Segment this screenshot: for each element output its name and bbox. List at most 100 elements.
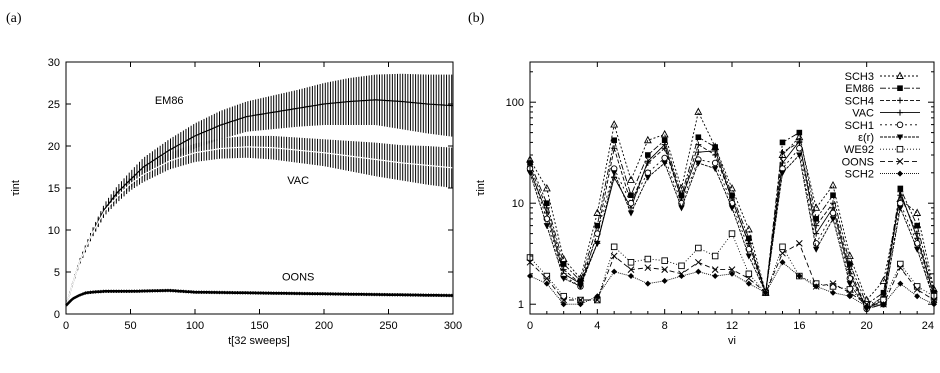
point-em86 [880, 289, 887, 296]
annotation-vac: VAC [287, 175, 309, 187]
series-line-we92 [529, 232, 935, 305]
point-we92 [779, 243, 786, 251]
point-oons [644, 264, 652, 272]
series-em86 [66, 73, 453, 303]
point-sch3 [677, 183, 686, 192]
point-em86 [847, 261, 853, 267]
point-sch2 [846, 293, 853, 300]
point-oons [610, 252, 618, 260]
point-oons [577, 296, 584, 304]
y-tick-label: 20 [48, 141, 60, 153]
chart-a-xlabel: t[32 sweeps] [228, 335, 290, 347]
point-em86 [914, 222, 920, 229]
point-r [560, 275, 567, 282]
point-em86 [897, 185, 904, 192]
legend-label: OONS [842, 156, 874, 168]
point-sch2 [577, 301, 584, 308]
point-em86 [611, 137, 617, 144]
point-sch2 [678, 273, 685, 280]
point-sch4 [611, 145, 618, 152]
point-sch1 [711, 159, 719, 167]
point-em86 [813, 216, 819, 222]
point-r [829, 216, 837, 223]
x-tick-label: 0 [527, 320, 533, 332]
series-line-oons [65, 289, 453, 307]
point-sch3 [845, 251, 854, 259]
legend-entry-vac: VAC [852, 108, 920, 120]
x-tick-label: 24 [922, 320, 934, 332]
point-em86 [628, 192, 634, 199]
point-oons [593, 296, 601, 304]
point-we92 [728, 230, 736, 237]
panel-label-a: (a) [6, 11, 22, 26]
point-r [678, 205, 685, 212]
chart-a-annotations: EM86 VAC OONS [155, 95, 315, 283]
point-oons [711, 266, 719, 273]
point-sch2 [745, 280, 752, 287]
point-em86 [661, 137, 668, 144]
series-sch4 [527, 139, 937, 312]
point-sch4 [779, 149, 786, 156]
point-sch2 [560, 301, 567, 308]
point-we92 [678, 262, 685, 270]
point-em86 [594, 222, 601, 229]
point-we92 [711, 252, 719, 260]
point-we92 [610, 243, 618, 251]
point-r [846, 281, 854, 288]
series-em86 [527, 129, 937, 308]
y-tick-label: 5 [54, 267, 60, 279]
point-legend-r [896, 134, 904, 141]
point-r [577, 283, 584, 290]
legend-label: SCH4 [845, 95, 874, 107]
point-sch2 [779, 259, 786, 266]
x-tick-label: 50 [124, 320, 136, 332]
point-r [661, 160, 668, 167]
point-vac [796, 138, 803, 145]
point-sch1 [644, 169, 652, 177]
point-oons [779, 249, 786, 257]
point-sch1 [661, 154, 668, 162]
point-sch2 [863, 303, 870, 310]
point-vac [695, 149, 702, 156]
point-em86 [544, 200, 550, 207]
point-legend-sch4 [897, 97, 903, 104]
point-sch3 [812, 203, 821, 211]
point-sch2 [628, 273, 634, 280]
x-tick-label: 12 [726, 320, 738, 332]
point-sch3 [643, 135, 652, 144]
legend-entry-we92: WE92 [844, 144, 920, 156]
y-tick-label: 25 [48, 99, 60, 111]
series-vac [66, 135, 453, 303]
point-oons [896, 264, 904, 272]
point-sch2 [594, 293, 601, 300]
legend-entry-sch1: SCH1 [845, 120, 920, 132]
point-sch1 [897, 199, 904, 207]
x-tick-label: 4 [594, 320, 600, 332]
point-vac [779, 160, 786, 167]
point-sch2 [543, 280, 550, 287]
x-tick-label: 16 [793, 320, 805, 332]
series-line-em86 [65, 99, 454, 306]
point-r [913, 246, 921, 253]
point-vac [644, 158, 651, 165]
point-sch2 [914, 293, 921, 300]
point-we92 [745, 270, 753, 278]
x-tick-label: 0 [63, 320, 69, 332]
chart-b-series [526, 107, 938, 313]
point-legend-we92 [896, 145, 904, 153]
point-sch2 [880, 301, 887, 308]
point-sch2 [729, 270, 735, 277]
y-tick-label: 1 [518, 299, 524, 311]
point-r [627, 210, 635, 217]
point-sch3 [610, 120, 619, 128]
point-vac [745, 240, 752, 247]
point-sch2 [762, 289, 769, 296]
chart-b-x-ticks: 0 4 8 12 16 20 24 [527, 62, 935, 332]
point-sch2 [611, 268, 618, 275]
series-sch2 [527, 259, 937, 310]
legend-label: EM86 [845, 83, 874, 95]
point-sch3 [913, 208, 922, 216]
chart-a-y-ticks: 0 5 10 15 20 25 30 [48, 57, 453, 321]
